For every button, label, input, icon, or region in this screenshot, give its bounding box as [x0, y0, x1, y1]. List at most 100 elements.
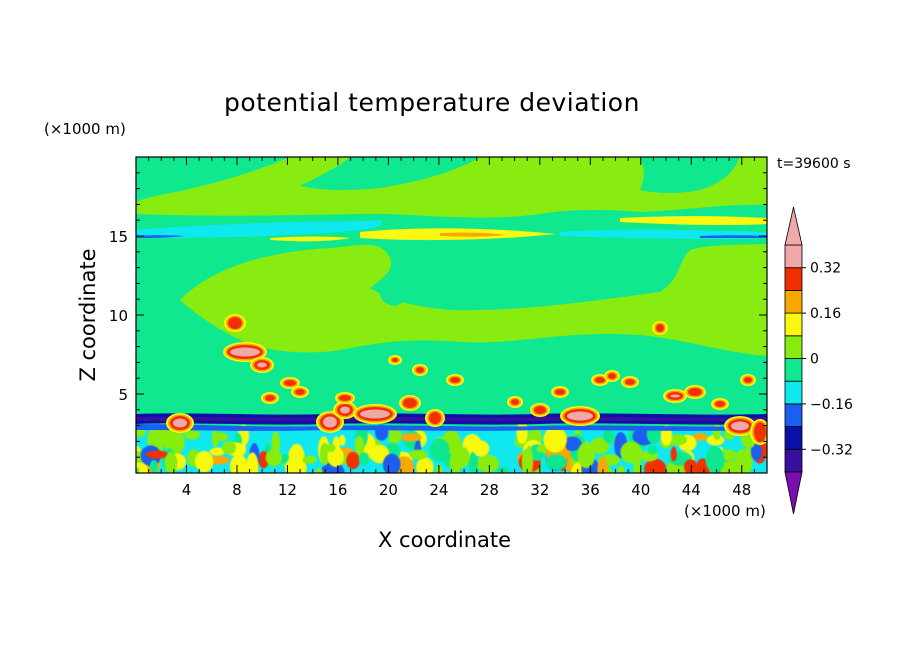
x-tick-label: 28: [480, 481, 499, 499]
turbulent-cell: [670, 446, 677, 462]
x-tick-label: 32: [530, 481, 549, 499]
colorbar-band: [784, 448, 803, 473]
turbulent-cell: [476, 454, 500, 473]
y-tick-label: 5: [118, 386, 128, 404]
turbulent-cell: [590, 437, 610, 454]
x-axis-label: X coordinate: [378, 528, 512, 552]
turbulent-cell: [634, 459, 642, 473]
turbulent-cell: [683, 459, 698, 473]
turbulent-cell: [577, 442, 596, 469]
warm-cell-core: [625, 379, 635, 385]
turbulent-cell: [382, 453, 401, 473]
turbulent-cell: [149, 460, 158, 473]
turbulent-cell: [288, 443, 305, 471]
turbulent-cell: [562, 436, 582, 451]
warm-cell-core: [534, 406, 546, 414]
warm-cell-peak: [323, 416, 337, 428]
colorbar-band: [784, 335, 803, 359]
time-label: t=39600 s: [777, 156, 851, 172]
colorbar-tick-label: −0.16: [810, 397, 853, 413]
colorbar-band: [784, 312, 803, 337]
x-tick-label: 44: [682, 481, 701, 499]
turbulent-cell: [617, 465, 625, 473]
turbulent-cell: [644, 458, 667, 473]
turbulent-cell: [468, 451, 478, 473]
turbulent-cell: [451, 446, 471, 468]
turbulent-cell: [429, 438, 450, 462]
warm-cell-core: [715, 401, 725, 407]
turbulent-cell: [246, 452, 259, 473]
x-tick-label: 12: [278, 481, 297, 499]
colorbar-band: [784, 426, 803, 450]
turbulent-cell: [734, 449, 752, 473]
turbulent-cell: [338, 434, 346, 446]
turbulent-cell: [325, 443, 336, 453]
turbulent-cell: [497, 466, 509, 473]
warm-cell-peak: [360, 409, 390, 419]
colorbar-extend-min: [784, 471, 803, 515]
turbulent-cell: [209, 447, 225, 456]
turbulent-cell: [597, 456, 608, 473]
x-tick-label: 4: [182, 481, 192, 499]
x-tick-label: 24: [429, 481, 448, 499]
warm-cell-peak: [230, 347, 260, 357]
x-tick-label: 16: [328, 481, 347, 499]
colorbar-tick-label: 0.32: [810, 261, 841, 277]
warm-cell-core: [555, 389, 565, 395]
colorbar-band: [784, 289, 803, 314]
warm-cell-core: [403, 398, 417, 408]
warm-cell-peak: [340, 406, 350, 414]
colorbar-extend-max: [784, 206, 803, 246]
warm-cell-core: [595, 377, 605, 383]
turbulent-cell: [647, 445, 658, 455]
turbulent-cell: [229, 454, 248, 473]
turbulent-cell: [545, 454, 567, 471]
warm-cell-peak: [670, 394, 680, 398]
chart-title: potential temperature deviation: [224, 88, 640, 117]
turbulent-cell: [358, 452, 370, 466]
turbulent-cell: [184, 429, 200, 440]
turbulent-cell: [620, 441, 642, 464]
warm-cell-core: [265, 395, 275, 401]
warm-cell-core: [392, 358, 398, 362]
warm-cell-core: [511, 399, 519, 405]
x-tick-label: 20: [379, 481, 398, 499]
x-tick-label: 36: [581, 481, 600, 499]
turbulent-cell: [750, 442, 762, 461]
turbulent-cell: [390, 427, 402, 443]
turbulent-cell: [603, 427, 615, 444]
y-axis-unit: (×1000 m): [44, 120, 126, 138]
y-tick-label: 10: [109, 307, 128, 325]
colorbar-tick-label: 0.16: [810, 306, 841, 322]
turbulent-cell: [472, 440, 490, 457]
warm-cell-peak: [257, 362, 267, 368]
turbulent-cell: [316, 467, 323, 473]
x-tick-label: 8: [232, 481, 242, 499]
warm-cell-core: [284, 380, 296, 386]
warm-cell-core: [744, 377, 752, 383]
turbulent-cell: [668, 434, 687, 446]
turbulent-cell: [145, 450, 169, 459]
turbulent-cell: [271, 431, 281, 455]
turbulent-cell: [195, 450, 214, 473]
y-tick-label: 15: [109, 228, 128, 246]
turbulent-cell: [221, 441, 236, 455]
turbulent-cell: [409, 449, 428, 460]
warm-cell-peak: [731, 421, 749, 431]
turbulent-cell: [265, 449, 282, 467]
warm-cell-peak: [173, 418, 187, 428]
colorbar-tick-label: 0: [810, 352, 819, 368]
turbulent-cell: [416, 457, 434, 473]
x-axis-ticks: 4 8 12 16 20 24 28 32 36 40 44 48: [135, 157, 768, 499]
warm-cell-core: [450, 377, 460, 383]
warm-cell-peak: [567, 411, 593, 421]
x-tick-label: 48: [732, 481, 751, 499]
turbulent-cell: [705, 446, 725, 473]
turbulent-cell: [543, 426, 567, 453]
turbulent-cell: [400, 433, 422, 442]
turbulent-cell: [214, 432, 229, 442]
colorbar-band: [784, 267, 803, 291]
warm-cell-core: [295, 389, 305, 395]
colorbar-band: [784, 380, 803, 405]
